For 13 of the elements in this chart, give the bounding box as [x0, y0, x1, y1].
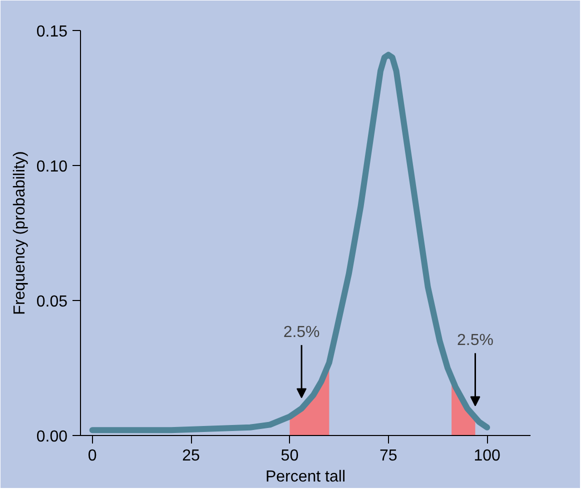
x-axis-title: Percent tall — [265, 468, 346, 486]
y-tick-label: 0.00 — [36, 428, 68, 446]
y-tick-label: 0.10 — [36, 158, 68, 176]
x-tick-label: 100 — [474, 448, 501, 464]
y-tick-label: 0.05 — [36, 294, 68, 310]
x-tick-label: 50 — [280, 448, 299, 464]
annotation: 2.5% — [457, 332, 494, 350]
y-axis-title: Frequency (probability) — [11, 151, 28, 315]
x-tick-label: 75 — [379, 448, 398, 464]
annotation: 2.5% — [283, 324, 320, 341]
x-tick-label: 0 — [88, 448, 97, 464]
y-tick-label: 0.15 — [36, 24, 68, 40]
x-tick-label: 25 — [182, 448, 200, 464]
